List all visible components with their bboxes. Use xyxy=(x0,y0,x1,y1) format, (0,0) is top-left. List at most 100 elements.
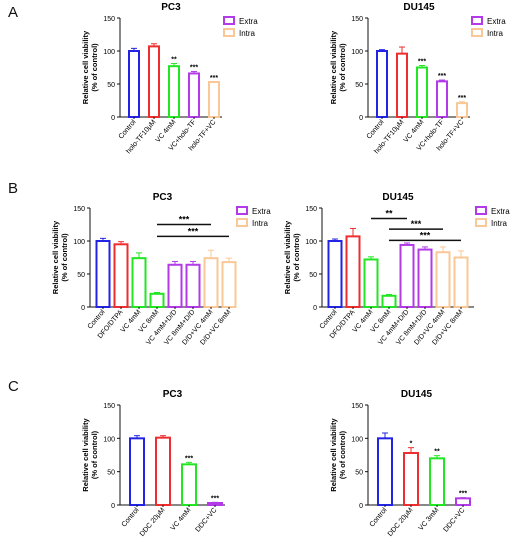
y-tick-label: 150 xyxy=(103,16,115,23)
chart-title: DU145 xyxy=(382,192,414,203)
bar xyxy=(129,437,145,507)
legend-label: Extra xyxy=(239,17,258,26)
y-axis-label: Relative cell viability(% of control) xyxy=(81,30,99,104)
y-axis-label-line: Relative cell viability xyxy=(329,30,338,104)
x-tick-label: Control xyxy=(118,118,138,140)
y-axis-label-line: (% of control) xyxy=(60,233,69,282)
bar xyxy=(148,45,160,119)
y-axis-label: Relative cell viability(% of control) xyxy=(329,417,347,491)
y-tick-label: 0 xyxy=(359,115,363,122)
legend-swatch xyxy=(236,206,248,215)
bar xyxy=(207,502,223,506)
y-axis-label-line: Relative cell viability xyxy=(81,417,90,491)
y-tick-label: 50 xyxy=(355,470,363,477)
bar xyxy=(436,80,448,118)
bar xyxy=(435,251,451,308)
chart-c-pc3: PC3 0 50 100 150 Relative cell viability(% of… xyxy=(81,389,225,538)
y-tick-label: 0 xyxy=(359,503,363,510)
x-tick-label: DDC 20μM xyxy=(139,507,167,538)
y-tick-label: 50 xyxy=(107,82,115,89)
significance-label: * xyxy=(410,441,413,448)
bar xyxy=(377,437,393,507)
bar xyxy=(203,257,219,309)
legend-label: Intra xyxy=(491,219,508,228)
legend-label: Intra xyxy=(239,29,256,38)
x-tick-label: Control xyxy=(366,118,386,140)
bar xyxy=(128,50,140,118)
bracket-label: *** xyxy=(179,215,190,225)
bracket-label: *** xyxy=(411,219,422,229)
significance-label: *** xyxy=(190,64,198,71)
bar xyxy=(149,292,165,308)
legend-label: Extra xyxy=(487,17,506,26)
bar xyxy=(181,463,197,507)
chart-a-pc3: PC3 0 50 100 150 Relative cell viability(% of… xyxy=(81,2,258,155)
bar xyxy=(363,258,379,309)
bar xyxy=(376,50,388,118)
y-axis-label: Relative cell viability(% of control) xyxy=(283,220,301,294)
bar xyxy=(429,457,445,507)
bar xyxy=(155,436,171,506)
y-tick-label: 100 xyxy=(73,239,85,246)
y-tick-label: 150 xyxy=(73,206,85,213)
x-tick-label: Control xyxy=(369,506,389,528)
y-axis-label-line: (% of control) xyxy=(292,233,301,282)
bar xyxy=(131,257,147,309)
chart-title: DU145 xyxy=(403,2,435,13)
significance-label: ** xyxy=(171,57,177,64)
bar xyxy=(113,243,129,309)
panel-label-b: B xyxy=(8,180,19,197)
y-tick-label: 150 xyxy=(305,206,317,213)
bar xyxy=(455,497,471,507)
y-tick-label: 50 xyxy=(309,272,317,279)
y-axis-label: Relative cell viability(% of control) xyxy=(51,220,69,294)
bar xyxy=(456,102,468,118)
y-axis-label-line: (% of control) xyxy=(90,43,99,92)
legend-swatch xyxy=(471,16,483,25)
legend-swatch xyxy=(471,28,483,37)
y-axis-label-line: (% of control) xyxy=(338,430,347,479)
legend-label: Intra xyxy=(252,219,269,228)
y-axis-label-line: (% of control) xyxy=(338,43,347,92)
bar xyxy=(417,248,433,308)
y-tick-label: 100 xyxy=(351,436,363,443)
x-tick-label: DDC 20μM xyxy=(387,507,415,538)
significance-label: *** xyxy=(438,73,446,80)
x-tick-label: Control xyxy=(121,506,141,528)
legend-label: Intra xyxy=(487,29,504,38)
bar xyxy=(188,72,200,119)
chart-title: PC3 xyxy=(161,2,181,13)
legend-swatch xyxy=(236,218,248,227)
bar xyxy=(396,52,408,118)
legend-swatch xyxy=(223,16,235,25)
chart-b-pc3: PC3 0 50 100 150 Relative cell viability(% of… xyxy=(51,192,271,347)
y-axis-label: Relative cell viability(% of control) xyxy=(329,30,347,104)
bar xyxy=(168,65,180,118)
y-tick-label: 100 xyxy=(103,436,115,443)
bar xyxy=(416,66,428,118)
y-tick-label: 150 xyxy=(351,403,363,410)
bar xyxy=(208,81,220,118)
chart-a-du145: DU145 0 50 100 150 Relative cell viability(% … xyxy=(329,2,506,155)
bar xyxy=(221,261,237,308)
y-axis-label: Relative cell viability(% of control) xyxy=(81,417,99,491)
bar xyxy=(381,294,397,308)
x-tick-label: DDC+VC xyxy=(195,507,219,534)
legend-swatch xyxy=(475,206,487,215)
legend-swatch xyxy=(223,28,235,37)
y-axis-label-line: (% of control) xyxy=(90,430,99,479)
y-tick-label: 0 xyxy=(111,115,115,122)
bar xyxy=(453,256,469,308)
significance-label: *** xyxy=(458,95,466,102)
significance-label: *** xyxy=(459,491,467,498)
x-tick-label: DDC+VC xyxy=(443,507,467,534)
significance-label: *** xyxy=(210,75,218,82)
chart-title: DU145 xyxy=(401,389,433,400)
y-tick-label: 150 xyxy=(103,403,115,410)
bracket-label: *** xyxy=(420,230,431,240)
chart-b-du145: DU145 0 50 100 150 Relative cell viability(% … xyxy=(283,192,510,347)
chart-c-du145: DU145 0 50 100 150 Relative cell viability(% … xyxy=(329,389,471,538)
bar xyxy=(327,240,343,308)
y-tick-label: 100 xyxy=(103,49,115,56)
